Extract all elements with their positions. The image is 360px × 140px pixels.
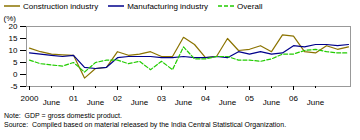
svg-text:June: June: [87, 98, 105, 107]
svg-text:10: 10: [9, 46, 18, 55]
svg-text:June: June: [219, 98, 237, 107]
svg-text:June: June: [263, 98, 281, 107]
html-text:Source: Compiled based on mate: Source: Compiled based on material relea…: [4, 120, 287, 128]
html-text:Construction industry: Construction industry: [23, 1, 99, 11]
svg-text:15: 15: [9, 34, 18, 43]
svg-text:06: 06: [289, 94, 298, 103]
svg-text:02: 02: [113, 94, 122, 103]
svg-text:June: June: [175, 98, 193, 107]
svg-text:04: 04: [201, 94, 210, 103]
html-text:Manufacturing industry: Manufacturing industry: [127, 1, 209, 11]
svg-text:June: June: [43, 98, 61, 107]
svg-text:20: 20: [9, 22, 18, 31]
svg-text:June: June: [131, 98, 149, 107]
svg-text:01: 01: [69, 94, 78, 103]
svg-text:(%): (%): [4, 14, 17, 23]
svg-text:2000: 2000: [21, 94, 39, 103]
svg-text:05: 05: [245, 94, 254, 103]
html-text:Note: GDP = gross domestic pro: Note: GDP = gross domestic product.: [4, 112, 122, 119]
svg-text:03: 03: [157, 94, 166, 103]
svg-text:5: 5: [13, 58, 18, 67]
svg-text:0: 0: [13, 70, 18, 79]
svg-text:-5: -5: [10, 82, 18, 91]
svg-text:June: June: [307, 98, 325, 107]
html-text:Overall: Overall: [237, 1, 263, 11]
